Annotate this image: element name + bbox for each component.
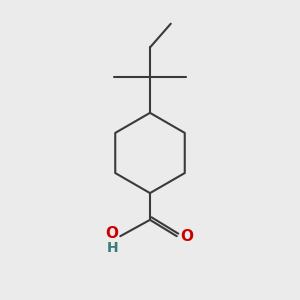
Text: O: O	[180, 229, 193, 244]
Text: O: O	[105, 226, 118, 241]
Text: H: H	[107, 241, 119, 255]
